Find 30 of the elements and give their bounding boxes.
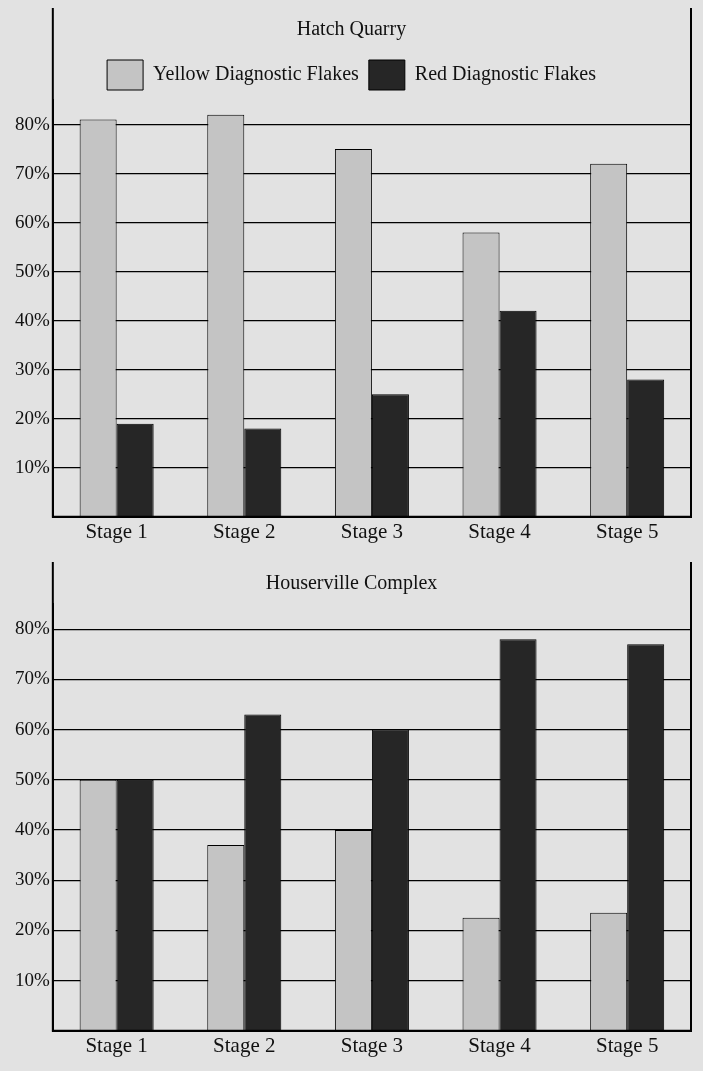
y-tick-label: 60%: [15, 717, 50, 739]
x-tick-label: Stage 5: [595, 518, 659, 543]
x-tick-label: Stage 2: [213, 518, 276, 543]
y-tick-label: 20%: [15, 918, 50, 940]
y-tick-label: 20%: [15, 406, 50, 428]
y-tick-label: 30%: [15, 868, 50, 890]
legend-label: Red Diagnostic Flakes: [414, 62, 597, 86]
y-tick-label: 40%: [15, 817, 50, 839]
x-tick-label: Stage 4: [468, 518, 532, 543]
chart-title: Houserville Complex: [265, 571, 438, 595]
y-tick-label: 10%: [15, 455, 50, 477]
x-tick-label: Stage 1: [85, 518, 148, 543]
x-tick-label: Stage 4: [468, 1032, 532, 1057]
legend-label: Yellow Diagnostic Flakes: [153, 62, 360, 86]
x-tick-label: Stage 1: [85, 1032, 148, 1057]
y-tick-label: 50%: [15, 767, 50, 789]
y-tick-label: 80%: [15, 112, 50, 134]
x-tick-label: Stage 2: [213, 1032, 276, 1057]
y-tick-label: 70%: [15, 667, 50, 689]
y-tick-label: 40%: [15, 308, 50, 330]
x-tick-label: Stage 3: [340, 518, 404, 543]
y-tick-label: 80%: [15, 617, 50, 639]
y-tick-label: 10%: [15, 968, 50, 990]
y-tick-label: 60%: [15, 210, 50, 232]
y-tick-label: 30%: [15, 357, 50, 379]
y-tick-label: 70%: [15, 161, 50, 183]
x-tick-label: Stage 3: [340, 1032, 404, 1057]
y-tick-label: 50%: [15, 259, 50, 281]
x-tick-label: Stage 5: [595, 1032, 659, 1057]
chart-title: Hatch Quarry: [296, 17, 407, 41]
